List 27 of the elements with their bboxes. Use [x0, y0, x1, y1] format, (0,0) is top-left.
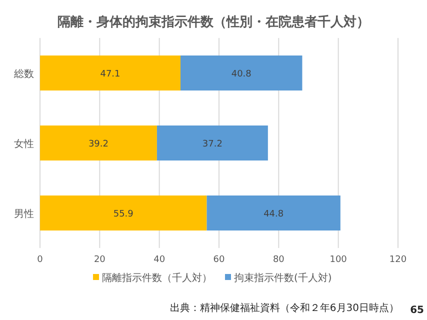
y-tick-label: 総数 — [13, 68, 34, 80]
legend-label: 隔離指示件数（千人対） — [102, 272, 212, 284]
data-label: 44.8 — [264, 210, 284, 220]
bar — [206, 196, 340, 230]
legend-label: 拘束指示件数(千人対) — [234, 272, 332, 284]
bar — [180, 56, 302, 90]
x-tick-label: 40 — [154, 255, 166, 265]
x-tick-label: 60 — [213, 255, 225, 265]
data-label: 47.1 — [100, 70, 120, 80]
y-tick-label: 女性 — [14, 138, 34, 150]
chart-title: 隔離・身体的拘束指示件数（性別・在院患者千人対） — [58, 14, 370, 30]
bar — [40, 126, 157, 160]
x-tick-label: 20 — [94, 255, 106, 265]
x-tick-label: 0 — [37, 255, 44, 265]
data-label: 39.2 — [88, 140, 108, 150]
x-tick-label: 80 — [272, 255, 285, 265]
x-tick-label: 100 — [330, 255, 348, 265]
data-label: 40.8 — [231, 70, 252, 80]
bar — [40, 196, 207, 230]
bar — [40, 56, 181, 90]
y-tick-label: 男性 — [14, 208, 34, 220]
data-label: 55.9 — [113, 210, 134, 220]
source-note: 出典：精神保健福祉資料（令和２年6月30日時点） — [170, 302, 399, 314]
bar — [156, 126, 268, 160]
x-tick-label: 120 — [389, 255, 407, 265]
data-label: 37.2 — [202, 140, 222, 150]
text: 65 — [410, 305, 424, 316]
